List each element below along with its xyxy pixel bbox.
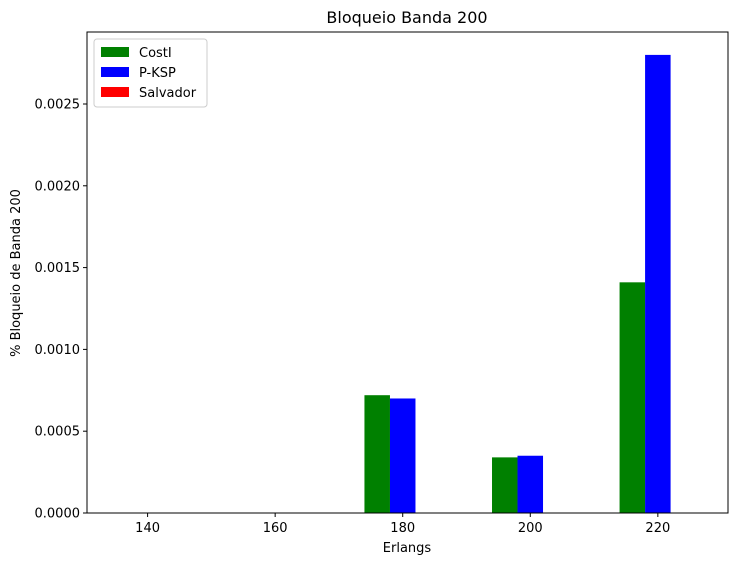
- bar-costi-180: [364, 395, 390, 513]
- x-tick-label: 220: [645, 521, 670, 536]
- y-tick-label: 0.0015: [35, 261, 81, 276]
- y-tick-label: 0.0005: [35, 425, 81, 440]
- y-tick-label: 0.0000: [35, 507, 81, 522]
- legend-swatch: [101, 47, 129, 57]
- x-axis-label: Erlangs: [383, 541, 432, 556]
- legend-swatch: [101, 67, 129, 77]
- legend-label: Salvador: [139, 86, 197, 101]
- y-tick-label: 0.0020: [35, 179, 81, 194]
- chart-title: Bloqueio Banda 200: [326, 8, 487, 27]
- y-tick-label: 0.0025: [35, 97, 81, 112]
- bar-p-ksp-200: [517, 455, 544, 513]
- legend-label: CostI: [139, 46, 172, 61]
- x-tick-label: 180: [390, 521, 415, 536]
- y-tick-label: 0.0010: [35, 343, 81, 358]
- bar-costi-200: [492, 457, 518, 513]
- plot-frame: [86, 31, 729, 514]
- x-tick-label: 160: [263, 521, 288, 536]
- x-axis-ticks: 140 160 180 200 220: [135, 513, 670, 536]
- bar-p-ksp-180: [389, 398, 416, 513]
- legend-swatch: [101, 87, 129, 97]
- x-tick-label: 140: [135, 521, 160, 536]
- legend: CostI P-KSP Salvador: [93, 38, 208, 108]
- bar-p-ksp-220: [645, 54, 671, 514]
- y-axis-ticks: 0.0000 0.0005 0.0010 0.0015 0.0020 0.0025: [35, 97, 87, 522]
- y-axis-label: % Bloqueio de Banda 200: [9, 189, 24, 357]
- legend-label: P-KSP: [139, 66, 176, 81]
- bars-group: [364, 54, 671, 514]
- bar-costi-220: [619, 282, 646, 513]
- x-tick-label: 200: [518, 521, 543, 536]
